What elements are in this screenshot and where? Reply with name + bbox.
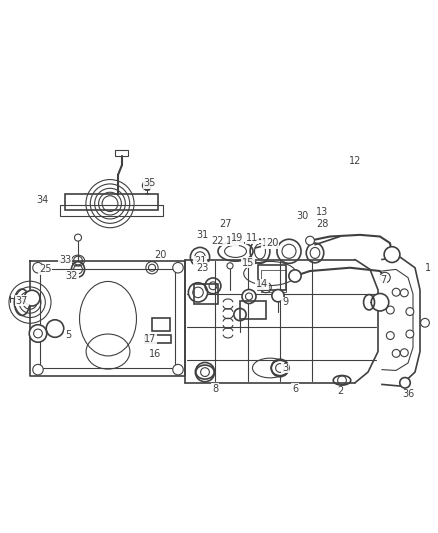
Text: 33: 33 xyxy=(59,255,71,264)
Text: 35: 35 xyxy=(144,178,156,188)
Text: 9: 9 xyxy=(282,297,288,307)
Circle shape xyxy=(33,262,43,273)
Circle shape xyxy=(195,362,215,382)
Text: 37: 37 xyxy=(16,296,28,305)
Text: 36: 36 xyxy=(402,389,414,399)
Circle shape xyxy=(242,289,256,303)
Circle shape xyxy=(143,181,152,190)
Circle shape xyxy=(384,247,400,262)
Text: 27: 27 xyxy=(219,219,231,229)
Circle shape xyxy=(272,289,284,302)
Text: 23: 23 xyxy=(196,263,208,273)
Circle shape xyxy=(400,377,410,388)
Text: 17: 17 xyxy=(144,334,156,344)
Text: 5: 5 xyxy=(65,330,71,340)
Text: 7: 7 xyxy=(380,275,386,285)
Circle shape xyxy=(289,270,301,282)
Circle shape xyxy=(392,288,400,296)
Circle shape xyxy=(46,320,64,337)
Bar xyxy=(194,284,218,304)
Text: 25: 25 xyxy=(39,264,51,274)
Circle shape xyxy=(33,365,43,375)
Circle shape xyxy=(173,262,183,273)
Text: 19: 19 xyxy=(231,233,243,243)
Circle shape xyxy=(386,306,394,314)
Text: 1: 1 xyxy=(425,263,431,273)
Circle shape xyxy=(188,282,208,302)
Circle shape xyxy=(227,263,233,269)
Bar xyxy=(152,318,170,331)
Circle shape xyxy=(234,309,246,321)
Circle shape xyxy=(271,359,289,377)
Circle shape xyxy=(24,290,40,306)
Circle shape xyxy=(173,365,183,375)
Text: 34: 34 xyxy=(36,195,48,205)
Circle shape xyxy=(74,234,81,241)
Text: 3: 3 xyxy=(282,363,288,373)
Text: 28: 28 xyxy=(316,219,328,229)
Circle shape xyxy=(306,236,314,245)
Text: 15: 15 xyxy=(242,258,254,268)
Text: 13: 13 xyxy=(316,207,328,217)
Circle shape xyxy=(400,289,408,297)
Bar xyxy=(261,270,286,293)
Text: 2: 2 xyxy=(337,386,343,396)
Circle shape xyxy=(400,349,408,357)
Circle shape xyxy=(406,308,414,316)
Circle shape xyxy=(386,332,394,340)
Circle shape xyxy=(380,272,390,283)
Bar xyxy=(145,335,171,343)
Text: 31: 31 xyxy=(196,230,208,240)
Text: 12: 12 xyxy=(349,156,361,166)
Circle shape xyxy=(420,318,429,327)
Text: 22: 22 xyxy=(212,236,224,246)
Circle shape xyxy=(371,294,389,311)
Text: 32: 32 xyxy=(66,271,78,281)
Text: 20: 20 xyxy=(154,249,166,260)
Text: 6: 6 xyxy=(292,384,298,393)
Text: 30: 30 xyxy=(296,211,308,221)
Text: 18: 18 xyxy=(226,236,238,246)
Text: 14: 14 xyxy=(256,279,268,289)
Bar xyxy=(240,301,266,319)
Circle shape xyxy=(392,350,400,357)
Text: 21: 21 xyxy=(194,256,206,266)
Circle shape xyxy=(29,325,47,342)
Bar xyxy=(258,264,286,290)
Circle shape xyxy=(406,330,414,338)
Text: 11: 11 xyxy=(246,233,258,243)
Text: 10: 10 xyxy=(262,238,274,248)
Text: 20: 20 xyxy=(266,238,278,248)
Text: 8: 8 xyxy=(212,384,218,393)
Text: 16: 16 xyxy=(149,349,161,359)
